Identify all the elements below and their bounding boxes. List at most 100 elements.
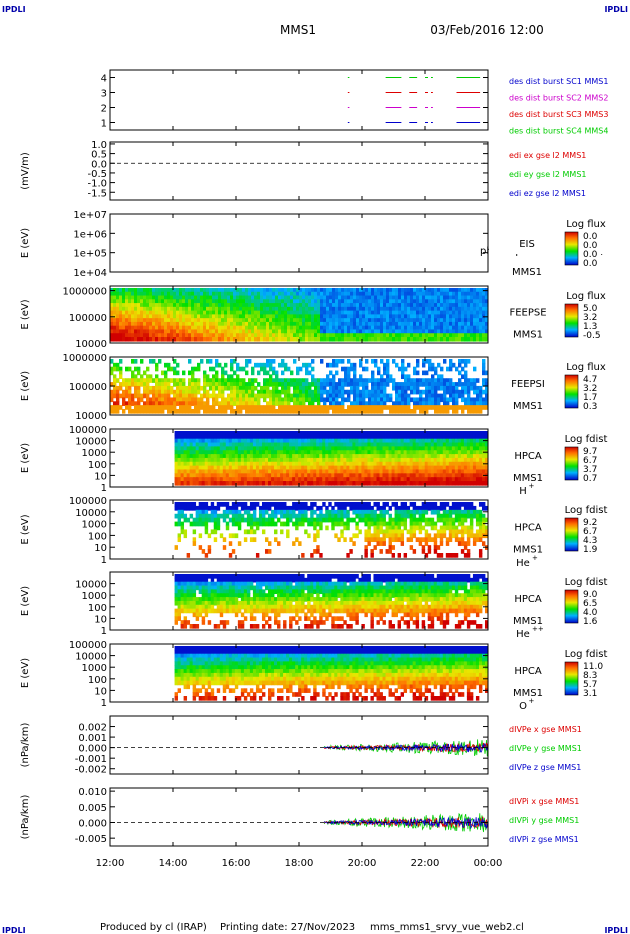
heatmap-cell (236, 389, 240, 395)
heatmap-cell (430, 473, 435, 478)
heatmap-cell (401, 385, 405, 391)
heatmap-cell (194, 303, 198, 308)
heatmap-cell (331, 457, 335, 463)
heatmap-cell (412, 481, 417, 486)
heatmap-cell (257, 397, 261, 403)
heatmap-cell (179, 321, 183, 327)
heatmap-cell (329, 393, 333, 399)
heatmap-cell (308, 397, 312, 403)
heatmap-cell (448, 438, 453, 444)
heatmap-cell (225, 481, 230, 486)
heatmap-cell (146, 374, 150, 380)
heatmap-cell (140, 409, 144, 414)
heatmap-cell (284, 306, 288, 312)
heatmap-cell (464, 295, 468, 301)
heatmap-cell (332, 314, 336, 319)
heatmap-cell (472, 438, 477, 444)
heatmap-cell (319, 438, 323, 444)
heatmap-cell (449, 362, 453, 368)
heatmap-cell (164, 306, 168, 312)
heatmap-cell (122, 321, 126, 327)
heatmap-cell (377, 318, 381, 323)
heatmap-cell (422, 409, 426, 414)
heatmap-cell (323, 321, 327, 327)
heatmap-cell (128, 299, 132, 304)
heatmap-cell (206, 409, 210, 414)
heatmap-cell (272, 318, 276, 323)
heatmap-cell (301, 434, 305, 440)
heatmap-cell (143, 409, 147, 414)
heatmap-cell (337, 473, 341, 478)
heatmap-cell (407, 310, 411, 316)
heatmap-cell (289, 442, 293, 448)
heatmap-cell (313, 481, 317, 486)
heatmap-cell (224, 382, 228, 387)
heatmap-cell (206, 321, 210, 327)
heatmap-cell (397, 450, 402, 455)
heatmap-cell (267, 541, 272, 546)
y-tick-label: 1e+07 (73, 210, 107, 221)
heatmap-cell (394, 438, 398, 444)
heatmap-cell (467, 321, 471, 327)
heatmap-cell (305, 295, 309, 301)
heatmap-cell (475, 438, 480, 444)
heatmap-cell (367, 477, 371, 482)
heatmap-cell (470, 333, 474, 338)
heatmap-cell (331, 434, 335, 440)
heatmap-cell (278, 325, 282, 331)
heatmap-cell (377, 306, 381, 312)
heatmap-cell (368, 318, 372, 323)
heatmap-cell (407, 409, 411, 414)
heatmap-cell (353, 295, 357, 301)
heatmap-cell (350, 333, 354, 338)
heatmap-cell (365, 405, 369, 410)
heatmap-cell (225, 477, 230, 482)
heatmap-cell (173, 329, 177, 335)
heatmap-cell (191, 401, 195, 406)
heatmap-cell (454, 454, 459, 459)
heatmap-cell (272, 291, 276, 297)
heatmap-cell (280, 438, 284, 444)
heatmap-cell (272, 385, 276, 391)
heatmap-cell (359, 314, 363, 319)
heatmap-cell (158, 306, 162, 312)
heatmap-cell (299, 378, 303, 383)
heatmap-cell (437, 314, 441, 319)
heatmap-cell (125, 401, 129, 406)
heatmap-cell (191, 337, 195, 342)
heatmap-cell (301, 450, 305, 455)
heatmap-cell (164, 314, 168, 319)
heatmap-cell (454, 431, 459, 436)
heatmap-cell (326, 321, 330, 327)
heatmap-cell (224, 378, 228, 383)
heatmap-cell (167, 325, 171, 331)
heatmap-cell (248, 397, 252, 403)
heatmap-cell (485, 318, 489, 323)
heatmap-cell (194, 329, 198, 335)
heatmap-cell (155, 299, 159, 304)
heatmap-cell (386, 362, 390, 368)
heatmap-cell (352, 481, 356, 486)
heatmap-cell (398, 291, 402, 297)
heatmap-cell (329, 405, 333, 410)
heatmap-cell (240, 434, 245, 440)
heatmap-cell (134, 321, 138, 327)
heatmap-cell (264, 505, 269, 511)
heatmap-cell (227, 295, 231, 301)
heatmap-cell (469, 431, 474, 436)
heatmap-cell (302, 409, 306, 414)
heatmap-cell (206, 337, 210, 342)
heatmap-cell (188, 393, 192, 399)
heatmap-cell (406, 442, 411, 448)
heatmap-cell (143, 333, 147, 338)
heatmap-cell (267, 517, 272, 523)
heatmap-cell (290, 306, 294, 312)
heatmap-cell (371, 397, 375, 403)
heatmap-cell (200, 393, 204, 399)
heatmap-cell (452, 385, 456, 391)
heatmap-cell (460, 431, 465, 436)
heatmap-cell (266, 325, 270, 331)
heatmap-cell (338, 359, 342, 364)
heatmap-cell (137, 337, 141, 342)
